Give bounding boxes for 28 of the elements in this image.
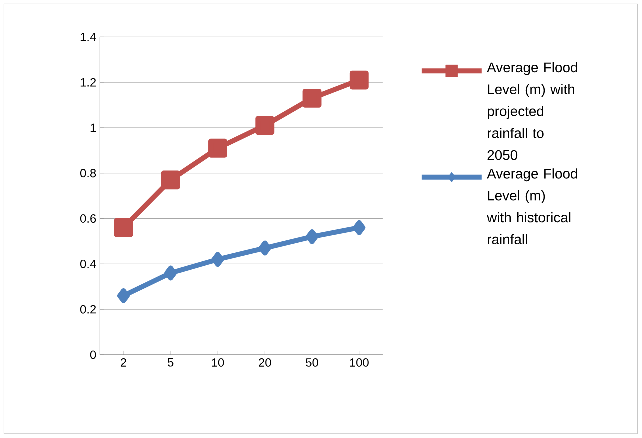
point [306,229,318,244]
point [353,220,366,236]
point [302,88,322,108]
y-tick-label: 1.4 [80,33,96,42]
point [161,170,180,190]
point [258,240,272,256]
point [164,266,178,281]
y-tick-label: 0.6 [80,214,96,223]
y-tick-label: 1.2 [80,78,96,87]
y-tick-label: 0.8 [80,169,96,178]
point [350,70,369,90]
x-tick-label: 5 [168,358,174,367]
point [117,288,130,304]
x-tick-label: 20 [259,358,272,367]
point [208,138,228,158]
x-tick-label: 50 [306,358,318,367]
point [256,116,275,136]
y-tick-label: 1 [90,124,96,132]
y-tick-label: 0.4 [80,260,96,268]
y-tick-label: 0.2 [80,305,96,314]
point [114,218,134,238]
x-tick-label: 10 [212,358,224,367]
point [212,252,224,268]
legend-label: Average Flood Level (m) with historical rainfall [487,168,578,245]
x-tick-label: 2 [120,358,126,367]
x-tick-label: 100 [350,358,369,367]
legend-label: Average Flood Level (m) with projected rainfall to 2050 [487,62,578,160]
y-tick-label: 0 [90,350,96,360]
